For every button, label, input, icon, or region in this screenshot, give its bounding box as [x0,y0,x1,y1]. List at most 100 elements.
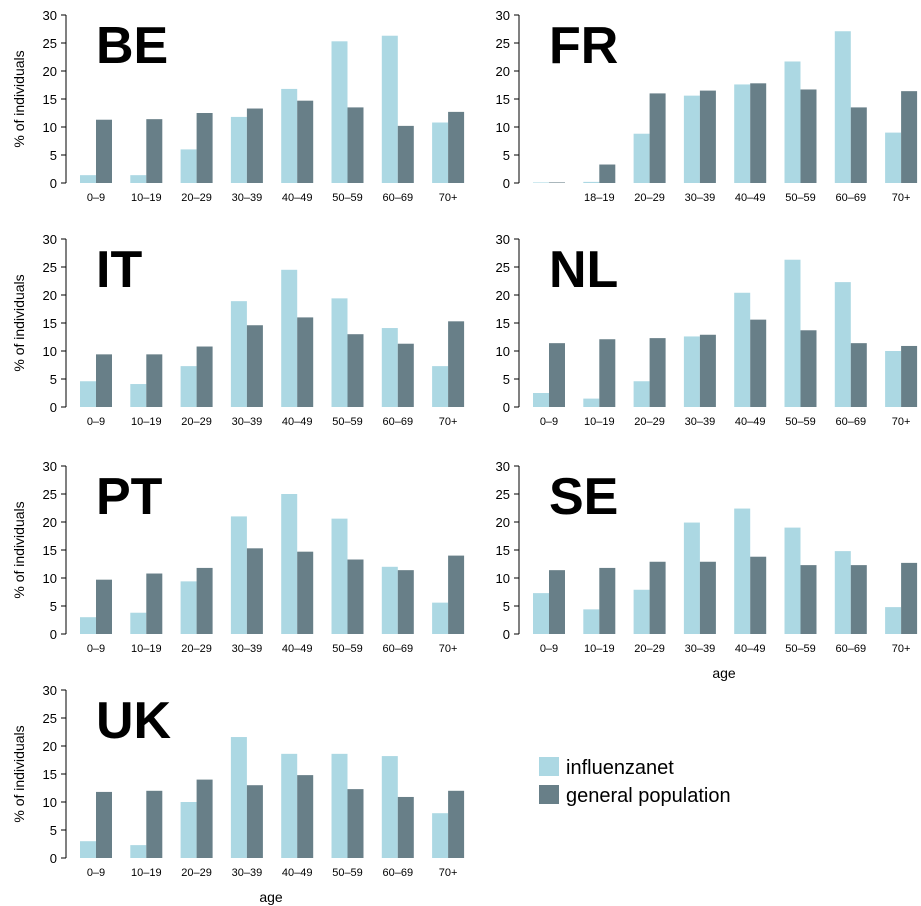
y-tick-label: 25 [496,487,510,502]
bar-influenzanet [281,494,298,634]
bar-general-population [397,796,414,858]
x-tick-label: 60–69 [383,643,414,655]
bar-influenzanet [281,88,298,183]
y-axis-label: % of individuals [11,501,27,598]
y-axis-label: % of individuals [11,50,27,147]
bar-influenzanet [331,41,348,183]
bar-general-population [347,334,364,407]
bar-influenzanet [784,527,801,634]
bar-general-population [246,785,263,858]
bar-general-population [599,164,616,183]
bar-general-population [750,83,767,183]
bar-influenzanet [180,366,197,407]
bar-general-population [347,559,364,634]
bar-general-population [901,562,918,634]
bar-influenzanet [583,398,600,407]
y-tick-label: 30 [43,8,57,23]
bar-general-population [347,107,364,183]
bar-general-population [246,108,263,183]
bar-general-population [699,334,716,407]
x-tick-label: 70+ [439,643,458,655]
bar-influenzanet [381,756,398,858]
panel-nl: 0 5 10 15 20 25 30 NL 0–9 10–19 20–29 30–39 40–49 50–… [496,232,918,428]
bar-general-population [448,790,465,858]
bar-general-population [146,354,163,407]
x-tick-label: 20–29 [181,416,212,428]
x-tick-label: 10–19 [131,643,162,655]
bar-influenzanet [734,508,751,634]
bar-general-population [448,111,465,183]
bar-influenzanet [130,175,147,183]
x-tick-label: 40–49 [735,416,766,428]
x-tick-label: 20–29 [181,192,212,204]
x-tick-label: 70+ [892,643,911,655]
bar-influenzanet [80,381,96,407]
y-tick-label: 10 [496,571,510,586]
bar-general-population [297,551,314,634]
x-tick-label: 20–29 [634,643,665,655]
bar-influenzanet [180,149,197,183]
y-tick-label: 25 [43,260,57,275]
bar-general-population [599,339,616,407]
x-tick-label: 0–9 [87,867,105,879]
bar-influenzanet [633,589,650,634]
x-tick-label: 70+ [439,867,458,879]
bar-general-population [800,565,817,634]
bar-influenzanet [80,841,96,858]
y-tick-label: 30 [496,8,510,23]
x-tick-label: 10–19 [584,643,615,655]
bar-influenzanet [331,298,348,407]
bar-general-population [549,570,565,634]
x-tick-label: 0–9 [87,643,105,655]
x-axis-label: age [259,889,283,905]
x-tick-label: 60–69 [383,192,414,204]
country-title-uk: UK [96,692,172,750]
x-tick-label: 30–39 [685,416,716,428]
country-title-pt: PT [96,468,163,526]
y-tick-label: 15 [496,92,510,107]
x-tick-label: 70+ [892,192,911,204]
bar-general-population [246,325,263,407]
y-tick-label: 15 [43,767,57,782]
bar-influenzanet [281,753,298,858]
x-tick-label: 18–19 [584,192,615,204]
x-tick-label: 40–49 [735,643,766,655]
bar-general-population [750,319,767,407]
bar-influenzanet [130,612,147,634]
bar-influenzanet [885,132,902,183]
bar-influenzanet [834,31,851,183]
y-tick-label: 10 [43,571,57,586]
y-tick-label: 10 [43,795,57,810]
bar-general-population [901,345,918,407]
bar-general-population [649,93,666,183]
y-tick-label: 10 [496,120,510,135]
y-tick-label: 0 [50,176,57,191]
bar-influenzanet [381,566,398,634]
bar-influenzanet [583,181,600,183]
legend: influenzanet general population [539,757,731,807]
x-tick-label: 70+ [439,416,458,428]
x-tick-label: 0–9 [540,643,558,655]
y-tick-label: 10 [496,344,510,359]
y-tick-label: 25 [43,487,57,502]
panel-fr: 0 5 10 15 20 25 30 FR 18–19 20–29 30–39 40–49 50–59 6… [496,8,918,204]
bar-influenzanet [130,384,147,407]
legend-label-influenzanet: influenzanet [566,757,674,779]
x-tick-label: 40–49 [282,192,313,204]
y-tick-label: 5 [503,148,510,163]
x-tick-label: 30–39 [232,643,263,655]
x-tick-label: 30–39 [232,192,263,204]
y-tick-label: 30 [43,232,57,247]
y-tick-label: 25 [43,36,57,51]
country-title-be: BE [96,17,168,75]
y-tick-label: 5 [50,599,57,614]
bar-influenzanet [281,269,298,407]
bar-influenzanet [180,802,197,858]
bar-influenzanet [432,366,449,407]
x-tick-label: 30–39 [232,416,263,428]
bar-general-population [297,775,314,858]
bar-influenzanet [633,133,650,183]
y-tick-label: 0 [503,627,510,642]
bar-general-population [699,90,716,183]
